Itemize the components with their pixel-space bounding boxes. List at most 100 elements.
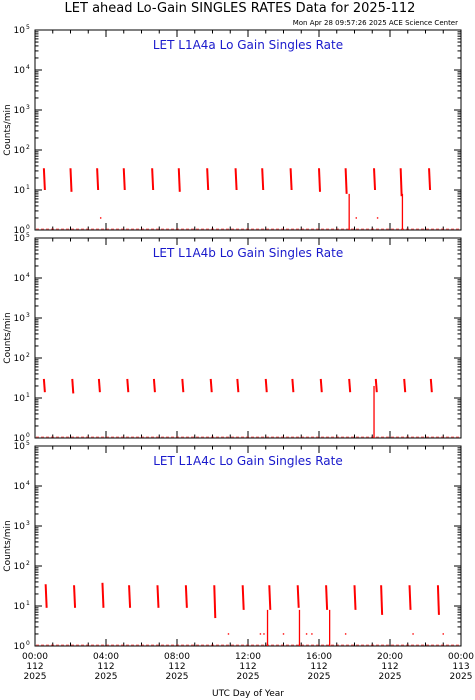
data-point: [442, 633, 444, 635]
data-burst: [177, 168, 181, 192]
y-tick-exponent: 5: [26, 440, 30, 447]
y-tick-exponent: 3: [26, 312, 30, 319]
x-tick-time: 08:00: [164, 652, 190, 662]
plot-frame: [34, 29, 462, 231]
data-burst: [71, 378, 75, 394]
data-burst: [234, 168, 238, 191]
data-burst: [325, 585, 329, 610]
data-burst: [289, 168, 293, 191]
data-burst: [429, 378, 433, 393]
data-point: [355, 217, 357, 219]
y-tick-exponent: 0: [26, 640, 30, 647]
y-tick-exponent: 3: [26, 520, 30, 527]
plot-frame: [34, 237, 462, 439]
data-burst: [241, 585, 245, 610]
x-tick-doy: 112: [381, 662, 398, 672]
data-point: [263, 633, 265, 635]
data-point: [99, 217, 102, 219]
data-burst: [408, 585, 412, 610]
timestamp: Mon Apr 28 09:57:26 2025 ACE Science Cen…: [293, 19, 458, 27]
data-burst: [42, 168, 46, 191]
x-tick-time: 12:00: [235, 652, 261, 662]
data-burst: [291, 378, 295, 393]
data-burst: [344, 168, 348, 194]
y-axis-label: Counts/min: [3, 104, 13, 155]
y-tick-exponent: 2: [26, 560, 30, 567]
data-burst: [184, 585, 188, 608]
y-tick-label: 10: [14, 274, 26, 284]
y-tick-label: 10: [14, 434, 26, 444]
x-tick-time: 00:00: [22, 652, 48, 662]
y-tick-label: 10: [14, 602, 26, 612]
data-point: [344, 633, 347, 635]
data-burst: [399, 168, 403, 197]
x-tick-year: 2025: [24, 672, 47, 682]
panel-title: LET L1A4b Lo Gain Singles Rate: [153, 246, 344, 260]
x-tick-year: 2025: [308, 672, 331, 682]
y-tick-label: 10: [14, 562, 26, 572]
data-burst: [403, 378, 407, 393]
x-tick-year: 2025: [237, 672, 260, 682]
y-tick-exponent: 1: [26, 600, 30, 607]
y-tick-exponent: 0: [26, 224, 30, 231]
y-axis-label: Counts/min: [3, 312, 13, 363]
y-tick-label: 10: [14, 442, 26, 452]
y-tick-label: 10: [14, 482, 26, 492]
x-tick-time: 16:00: [306, 652, 332, 662]
x-tick-doy: 112: [239, 662, 256, 672]
y-tick-label: 10: [14, 226, 26, 236]
y-tick-label: 10: [14, 146, 26, 156]
data-burst: [380, 585, 384, 615]
y-tick-label: 10: [14, 186, 26, 196]
data-burst: [319, 378, 323, 393]
data-burst: [181, 378, 185, 393]
y-tick-exponent: 4: [26, 64, 30, 71]
panel-title: LET L1A4c Lo Gain Singles Rate: [153, 454, 343, 468]
data-burst: [96, 168, 100, 191]
y-tick-label: 10: [14, 234, 26, 244]
x-tick-year: 2025: [379, 672, 402, 682]
data-point: [227, 633, 230, 635]
data-burst: [97, 378, 101, 393]
data-burst: [213, 585, 217, 619]
y-tick-exponent: 2: [26, 144, 30, 151]
data-burst: [209, 378, 213, 393]
y-tick-label: 10: [14, 642, 26, 652]
x-tick-year: 2025: [450, 672, 473, 682]
data-burst: [236, 378, 240, 393]
y-tick-exponent: 5: [26, 232, 30, 239]
data-burst: [264, 378, 268, 393]
data-burst: [268, 585, 272, 610]
y-tick-label: 10: [14, 106, 26, 116]
y-tick-exponent: 2: [26, 352, 30, 359]
data-burst: [152, 378, 156, 393]
data-point: [412, 633, 414, 635]
y-tick-exponent: 4: [26, 272, 30, 279]
data-point: [282, 633, 285, 635]
y-tick-exponent: 3: [26, 104, 30, 111]
data-burst: [353, 585, 357, 610]
data-burst: [151, 168, 155, 191]
data-burst: [373, 168, 377, 191]
y-tick-exponent: 0: [26, 432, 30, 439]
y-tick-label: 10: [14, 314, 26, 324]
y-tick-label: 10: [14, 522, 26, 532]
x-tick-year: 2025: [95, 672, 118, 682]
x-tick-doy: 112: [97, 662, 114, 672]
data-burst: [206, 168, 210, 191]
data-burst: [428, 168, 432, 191]
y-tick-exponent: 5: [26, 24, 30, 31]
x-tick-doy: 112: [310, 662, 327, 672]
y-tick-exponent: 1: [26, 392, 30, 399]
y-tick-label: 10: [14, 394, 26, 404]
data-burst: [44, 584, 48, 608]
y-axis-label: Counts/min: [3, 520, 13, 571]
data-burst: [348, 378, 352, 393]
x-tick-doy: 113: [452, 662, 469, 672]
y-tick-exponent: 4: [26, 480, 30, 487]
x-tick-year: 2025: [166, 672, 189, 682]
data-burst: [128, 585, 132, 608]
